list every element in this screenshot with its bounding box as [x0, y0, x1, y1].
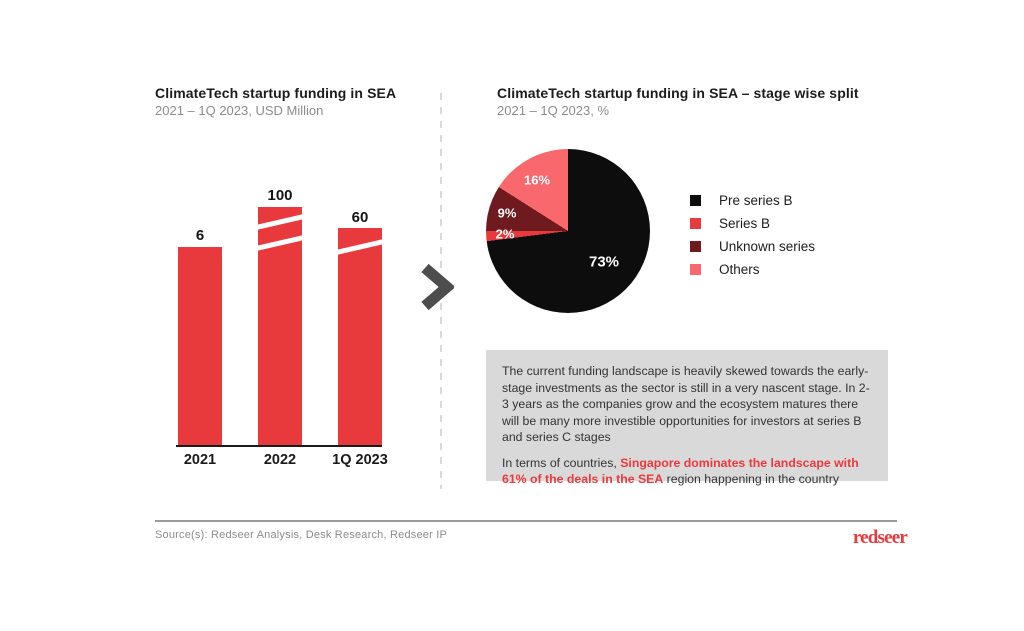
legend-item-pre-series-b: Pre series B [690, 189, 815, 212]
bar-chart-title: ClimateTech startup funding in SEA [155, 85, 397, 101]
bar-2021 [178, 247, 222, 445]
footer-divider-line [155, 520, 897, 522]
pie-legend: Pre series B Series B Unknown series Oth… [690, 189, 815, 281]
axis-break-mark [338, 237, 382, 256]
insight-text-box: The current funding landscape is heavily… [486, 350, 888, 486]
legend-item-unknown-series: Unknown series [690, 235, 815, 258]
pie-chart-title: ClimateTech startup funding in SEA – sta… [497, 85, 859, 101]
legend-item-others: Others [690, 258, 815, 281]
axis-break-mark [258, 212, 302, 231]
insight-p2-highlight: Singapore dominates the landscape with 6… [502, 455, 859, 487]
bar-value-2022: 100 [267, 187, 293, 204]
insight-p2-prefix: In terms of countries, [502, 455, 621, 470]
insight-paragraph-1: The current funding landscape is heavily… [502, 364, 870, 444]
pie-slice-label-series-b: 2% [495, 226, 515, 242]
legend-swatch [690, 218, 701, 229]
pie-slice-label-others: 16% [523, 172, 551, 188]
legend-swatch [690, 241, 701, 252]
bar-1q2023 [338, 228, 382, 445]
x-axis-label-1q2023: 1Q 2023 [332, 452, 388, 468]
pie-slice-label-unknown-series: 9% [497, 205, 517, 221]
x-axis-line [176, 445, 382, 447]
chevron-right-icon [420, 263, 456, 318]
pie-slice-label-pre-series-b: 73% [588, 253, 620, 271]
legend-label: Unknown series [719, 239, 816, 254]
legend-label: Others [719, 262, 760, 277]
legend-swatch [690, 264, 701, 275]
bar-chart-subtitle: 2021 – 1Q 2023, USD Million [155, 103, 324, 118]
x-axis-label-2022: 2022 [263, 452, 297, 468]
axis-break-mark [258, 233, 302, 252]
legend-item-series-b: Series B [690, 212, 815, 235]
insight-p2-suffix: region happening in the country [663, 472, 839, 486]
legend-label: Series B [719, 216, 771, 231]
bar-2022 [258, 207, 302, 445]
redseer-logo: redseer [852, 527, 908, 548]
bar-value-2021: 6 [195, 227, 205, 244]
pie-chart-subtitle: 2021 – 1Q 2023, % [497, 103, 610, 118]
insight-paragraph-2: In terms of countries, Singapore dominat… [502, 455, 872, 488]
legend-swatch [690, 195, 701, 206]
x-axis-label-2021: 2021 [183, 452, 217, 468]
bar-value-1q2023: 60 [351, 209, 369, 226]
legend-label: Pre series B [719, 193, 793, 208]
pie-chart: 73% 16% 9% 2% [486, 149, 650, 313]
source-attribution: Source(s): Redseer Analysis, Desk Resear… [155, 529, 448, 541]
